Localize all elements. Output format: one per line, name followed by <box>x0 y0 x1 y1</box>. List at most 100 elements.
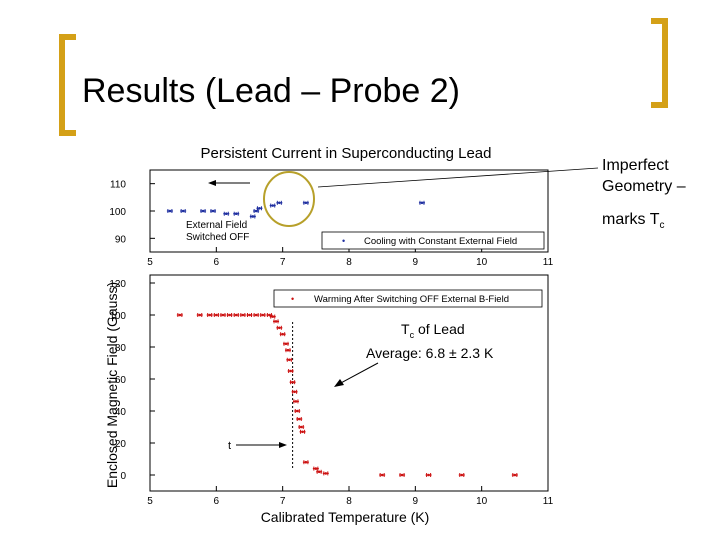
bottom-arrow-label: t <box>228 440 231 452</box>
top-data-points <box>166 200 425 219</box>
tc-label-rest: of Lead <box>414 321 465 337</box>
bottom-legend-box <box>273 289 543 308</box>
bot-data-point <box>273 319 280 324</box>
bot-data-point <box>196 313 203 317</box>
bot-data-point <box>276 325 283 330</box>
top-x-tick-label: 5 <box>147 257 153 268</box>
top-x-tick-label: 7 <box>280 257 286 268</box>
bot-x-tick-label: 11 <box>543 496 554 507</box>
bot-data-point <box>226 313 233 317</box>
bot-x-tick-label: 7 <box>280 496 286 507</box>
bot-data-point <box>399 473 406 477</box>
bot-data-point <box>282 341 289 346</box>
top-legend-marker: • <box>342 236 345 246</box>
bot-data-point <box>176 313 183 317</box>
bot-data-point <box>299 429 306 434</box>
top-title: Persistent Current in Superconducting Le… <box>200 145 491 162</box>
top-data-point <box>180 209 187 213</box>
bot-data-point <box>246 313 253 317</box>
bot-data-point <box>213 313 220 317</box>
bot-data-point <box>206 313 213 317</box>
bot-data-point <box>292 399 299 404</box>
bottom-panel: 0 20 40 60 80 100 120 5 6 7 8 9 10 11 Calibrated Tem… <box>104 274 554 525</box>
callout-line <box>317 167 599 188</box>
bot-data-point <box>253 313 260 317</box>
y-axis-label: Enclosed Magnetic Field (Gauss) <box>104 282 120 488</box>
top-data-point <box>256 206 263 211</box>
note-line-3-text: marks T <box>602 211 660 228</box>
bot-x-tick-label: 6 <box>214 496 220 507</box>
bot-y-tick-label: 80 <box>115 343 127 354</box>
bot-data-point <box>219 313 226 317</box>
bottom-legend-label: Warming After Switching OFF External B-F… <box>314 294 509 305</box>
bot-data-point <box>379 473 386 477</box>
bot-x-tick-label: 9 <box>413 496 419 507</box>
tc-highlight-circle <box>263 171 315 227</box>
bot-x-tick-label: 10 <box>476 496 488 507</box>
bot-data-point <box>233 313 240 317</box>
top-arrow-head <box>208 180 216 186</box>
top-data-point <box>418 200 425 205</box>
bot-x-tick-label: 5 <box>147 496 153 507</box>
tc-label: Tc of Lead <box>401 321 465 340</box>
top-data-point <box>249 214 256 219</box>
bot-data-point <box>286 357 293 362</box>
bot-data-point <box>296 417 303 421</box>
top-y-tick-label: 110 <box>110 180 126 191</box>
bot-data-point <box>269 314 276 319</box>
top-legend-label: Cooling with Constant External Field <box>364 236 517 247</box>
bot-data-point <box>316 469 323 474</box>
top-y-tick-label: 100 <box>109 207 126 218</box>
top-data-point <box>210 209 217 213</box>
bot-data-point <box>279 332 286 337</box>
top-x-tick-label: 6 <box>214 257 220 268</box>
slide-title: Results (Lead – Probe 2) <box>82 72 460 110</box>
top-x-tick-label: 9 <box>413 257 419 268</box>
tc-arrow-head <box>334 379 344 387</box>
bot-data-point <box>458 473 465 477</box>
bot-y-tick-label: 60 <box>115 375 127 386</box>
bot-y-tick-label: 40 <box>115 407 127 418</box>
bottom-y-ticks: 0 20 40 60 80 100 120 <box>109 279 155 482</box>
top-x-tick-label: 11 <box>543 257 554 268</box>
bot-data-point <box>298 425 305 429</box>
bottom-x-ticks: 5 6 7 8 9 10 11 <box>147 486 554 507</box>
bot-data-point <box>322 471 329 476</box>
top-legend-box <box>321 231 545 250</box>
bot-data-point <box>287 369 294 373</box>
note-line-1: Imperfect <box>602 157 669 174</box>
bot-data-point <box>291 389 298 394</box>
bot-data-point <box>425 473 432 477</box>
switched-off-label: Switched OFF <box>186 232 249 243</box>
bottom-legend-marker: • <box>291 294 294 304</box>
note-line-2: Geometry – <box>602 178 686 195</box>
top-panel: Persistent Current in Superconducting Le… <box>109 145 599 268</box>
note-line-3-sub: c <box>659 220 665 232</box>
tc-label-t: T <box>401 321 410 337</box>
top-x-tick-label: 8 <box>346 257 352 268</box>
bot-y-tick-label: 0 <box>120 471 126 482</box>
bot-data-point <box>302 460 309 465</box>
tc-arrow-line <box>338 362 379 385</box>
bot-data-point <box>294 409 301 413</box>
top-data-point <box>302 200 309 205</box>
external-field-label: External Field <box>186 220 247 231</box>
bot-data-point <box>266 313 273 317</box>
bot-x-tick-label: 8 <box>346 496 352 507</box>
bot-y-tick-label: 20 <box>115 439 127 450</box>
top-y-ticks: 90 100 110 <box>109 180 155 245</box>
top-x-ticks: 5 6 7 8 9 10 11 <box>147 247 554 268</box>
top-data-point <box>276 200 283 205</box>
bot-y-tick-label: 100 <box>109 311 126 322</box>
bot-data-point <box>284 348 291 353</box>
bot-data-point <box>511 473 518 477</box>
bot-data-point <box>239 313 246 317</box>
tc-label-sub: c <box>410 330 415 340</box>
bot-data-point <box>289 380 296 385</box>
x-axis-label: Calibrated Temperature (K) <box>261 509 430 525</box>
average-label: Average: 6.8 ± 2.3 K <box>366 345 494 361</box>
bot-data-point <box>312 466 319 471</box>
top-data-point <box>200 209 207 213</box>
top-data-point <box>233 211 240 216</box>
